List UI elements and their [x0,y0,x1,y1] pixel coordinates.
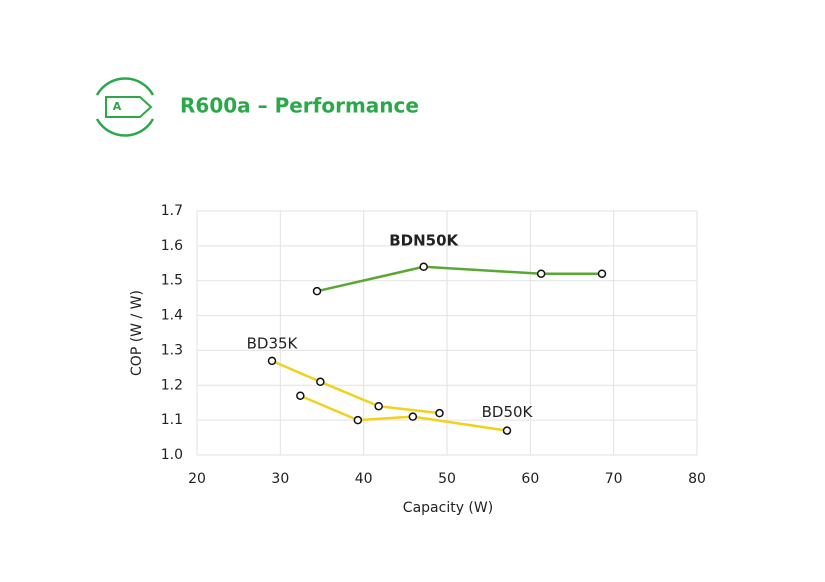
y-tick-label: 1.3 [161,342,183,358]
data-point [597,269,607,278]
y-axis-label: COP (W / W) [129,290,145,376]
series-line [316,265,602,293]
series-label: BD35K [247,334,299,352]
y-tick-label: 1.1 [161,412,183,428]
y-tick-label: 1.0 [161,447,183,463]
data-point [296,391,305,400]
badge: A [113,100,122,113]
series-label: BDN50K [389,231,459,249]
x-tick-label: 20 [188,471,206,487]
data-point [312,286,322,296]
x-axis-label: Capacity (W) [403,500,493,516]
icon-arc-bottom [95,118,155,137]
page-title: R600a – Performance [180,94,419,118]
icon-tag [105,96,153,118]
icon-arc-top [95,77,155,96]
header-icon [95,77,155,137]
series-label: BD50K [482,403,534,421]
series-line [271,359,440,415]
data-point [419,262,428,272]
y-tick-label: 1.6 [161,238,183,254]
x-tick-label: 70 [605,471,623,487]
data-point [408,412,418,421]
series-line [299,394,508,432]
x-tick-label: 30 [271,471,289,487]
data-point [536,269,546,278]
x-tick-label: 50 [438,471,456,487]
data-point [316,377,325,387]
data-point [267,356,277,366]
y-tick-label: 1.5 [161,273,183,289]
x-tick-label: 80 [688,471,706,487]
data-point [502,426,512,435]
y-tick-label: 1.4 [161,308,183,324]
y-tick-label: 1.2 [161,377,183,393]
x-tick-label: 60 [521,471,539,487]
data-point [435,408,444,418]
data-point [353,415,363,425]
x-tick-label: 40 [355,471,373,487]
data-point [374,401,383,411]
y-tick-label: 1.7 [161,203,183,219]
